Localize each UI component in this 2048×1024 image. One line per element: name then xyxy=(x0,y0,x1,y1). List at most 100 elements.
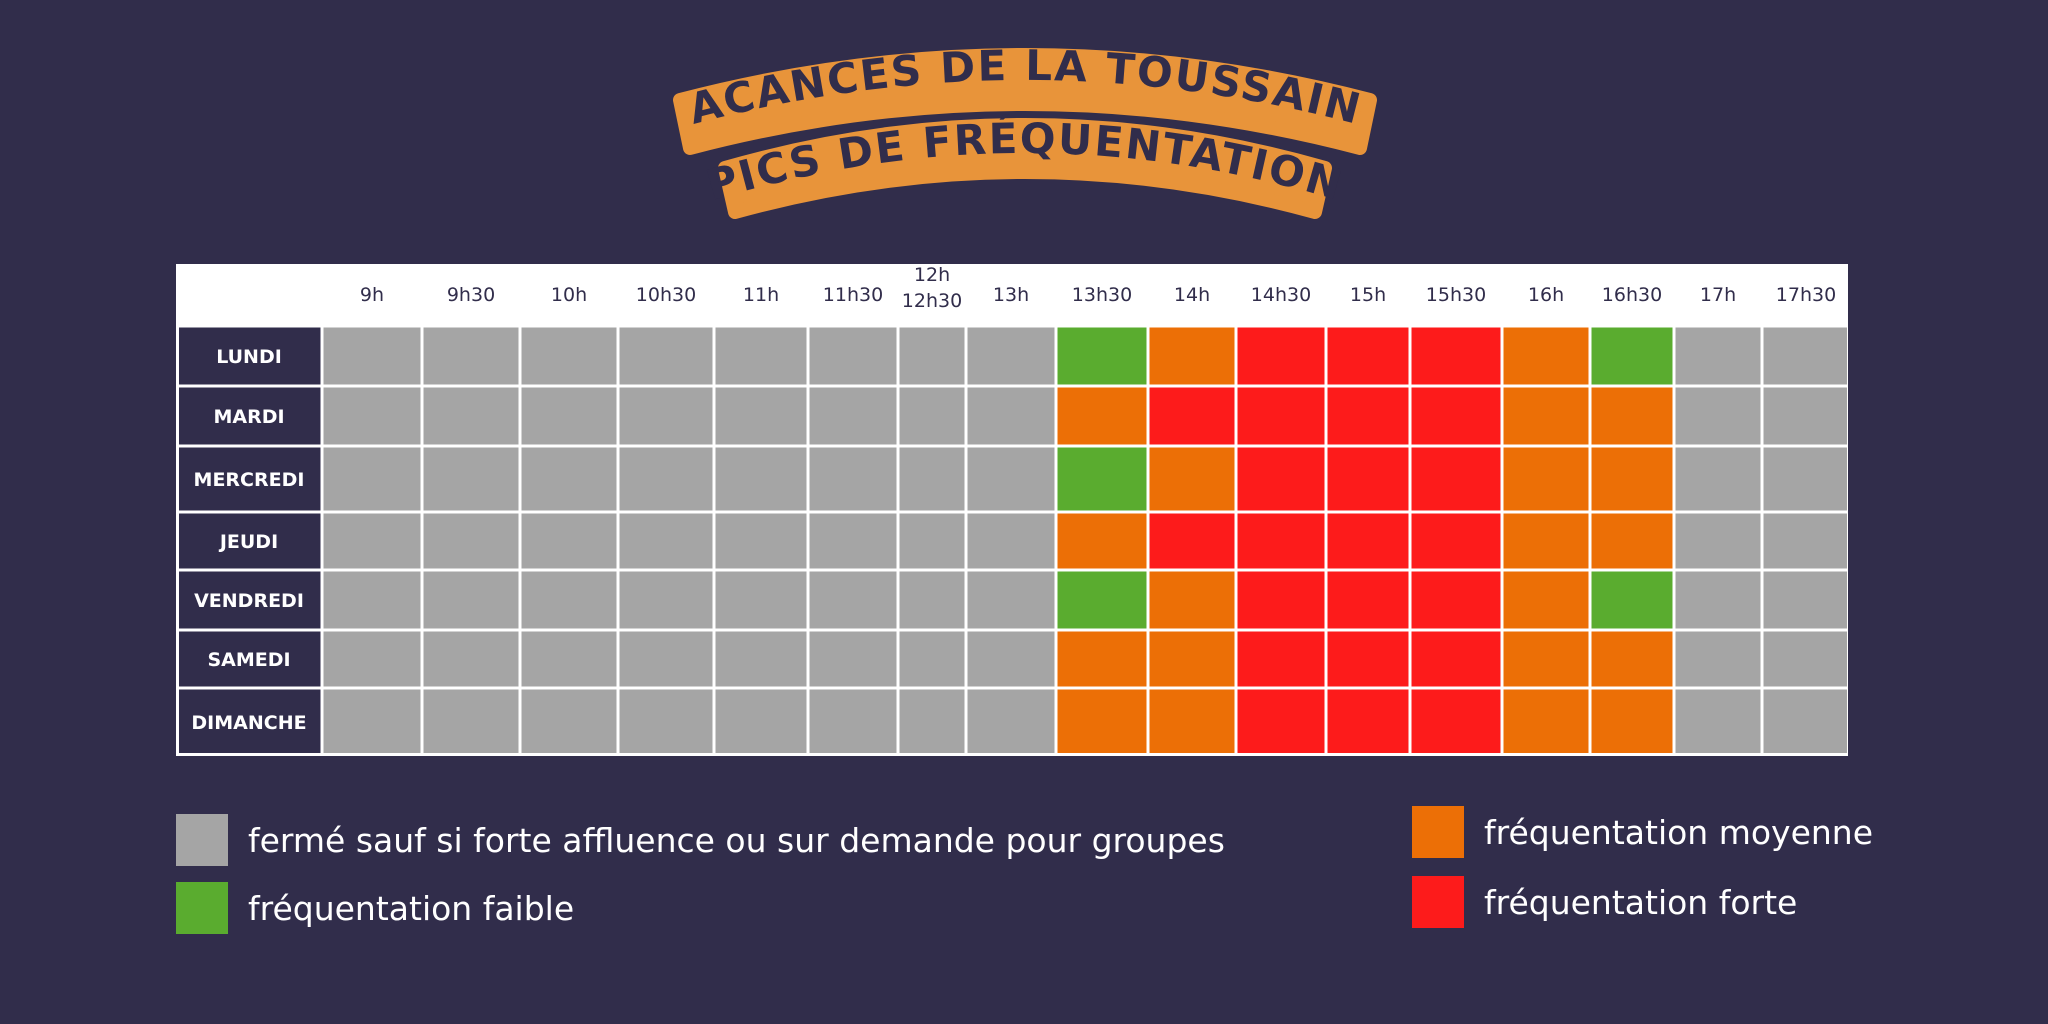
column-header: 16h xyxy=(1528,284,1564,306)
heatmap-cell xyxy=(714,512,808,570)
legend-item-closed: fermé sauf si forte affluence ou sur dem… xyxy=(176,814,1225,866)
header-row xyxy=(176,264,1848,326)
heatmap-cell xyxy=(618,512,714,570)
heatmap-cell xyxy=(618,386,714,446)
day-label-cell xyxy=(176,512,322,570)
day-label: MERCREDI xyxy=(194,469,305,491)
heatmap-cell xyxy=(966,446,1056,512)
heatmap-cell xyxy=(520,386,618,446)
heatmap-cell xyxy=(618,688,714,756)
heatmap-cell xyxy=(322,630,422,688)
column-header: 17h xyxy=(1700,284,1736,306)
heatmap-cell xyxy=(1410,386,1502,446)
heatmap-cell xyxy=(322,446,422,512)
heatmap-cell xyxy=(1410,570,1502,630)
heatmap-cell xyxy=(1056,688,1148,756)
heatmap-cell xyxy=(1590,688,1674,756)
heatmap-cell xyxy=(618,326,714,386)
legend-label-faible: fréquentation faible xyxy=(248,888,575,928)
heatmap-cell xyxy=(1410,512,1502,570)
column-header: 13h30 xyxy=(1072,284,1132,306)
heatmap-cell xyxy=(1762,326,1848,386)
heatmap-cell xyxy=(898,326,966,386)
heatmap-cell xyxy=(808,570,898,630)
heatmap-cell xyxy=(1410,326,1502,386)
heatmap-cell xyxy=(1056,386,1148,446)
heatmap-cell xyxy=(520,512,618,570)
heatmap-cell xyxy=(1762,446,1848,512)
heatmap-cell xyxy=(1236,326,1326,386)
heatmap-cell xyxy=(1056,630,1148,688)
heatmap-cell xyxy=(1762,688,1848,756)
heatmap-cell xyxy=(808,446,898,512)
day-label: JEUDI xyxy=(218,531,278,553)
heatmap-cell xyxy=(1326,570,1410,630)
heatmap-cell xyxy=(1148,570,1236,630)
heatmap-cell xyxy=(714,688,808,756)
heatmap-cell xyxy=(1236,446,1326,512)
day-label-cell xyxy=(176,630,322,688)
day-label: VENDREDI xyxy=(194,590,304,612)
heatmap-cell xyxy=(618,446,714,512)
day-label-cell xyxy=(176,386,322,446)
heatmap-cell xyxy=(322,570,422,630)
heatmap-cell xyxy=(714,630,808,688)
heatmap-cell xyxy=(808,688,898,756)
heatmap-cell xyxy=(1056,512,1148,570)
legend-swatch-forte xyxy=(1412,876,1464,928)
heatmap-cell xyxy=(520,630,618,688)
attendance-heatmap: 9h 9h30 10h 10h30 11h 11h30 12h 12h30 13h 13h30 14… xyxy=(176,264,1848,756)
day-label-cell xyxy=(176,570,322,630)
legend-swatch-closed xyxy=(176,814,228,866)
heatmap-cell xyxy=(1674,446,1762,512)
heatmap-cell xyxy=(422,570,520,630)
heatmap-cell xyxy=(1762,512,1848,570)
heatmap-cell xyxy=(422,688,520,756)
legend-label-closed: fermé sauf si forte affluence ou sur dem… xyxy=(248,820,1225,860)
heatmap-cell xyxy=(1056,446,1148,512)
heatmap-cell xyxy=(1326,630,1410,688)
heatmap-cell xyxy=(322,386,422,446)
title-banner-bottom-band xyxy=(718,118,1332,219)
heatmap-cell xyxy=(1590,386,1674,446)
heatmap-cell xyxy=(714,326,808,386)
heatmap-cell xyxy=(322,512,422,570)
heatmap-cell xyxy=(1410,446,1502,512)
heatmap-cell xyxy=(1674,386,1762,446)
heatmap-cell xyxy=(1410,630,1502,688)
legend-item-moyenne: fréquentation moyenne xyxy=(1412,806,1873,858)
heatmap-cell xyxy=(808,630,898,688)
heatmap-cell xyxy=(966,512,1056,570)
day-label-cell xyxy=(176,326,322,386)
day-label: LUNDI xyxy=(216,346,282,368)
day-label: SAMEDI xyxy=(207,649,290,671)
heatmap-cell xyxy=(520,326,618,386)
column-header: 16h30 xyxy=(1602,284,1662,306)
heatmap-cell xyxy=(1674,570,1762,630)
column-header: 11h xyxy=(743,284,779,306)
heatmap-cell xyxy=(1326,386,1410,446)
heatmap-cell xyxy=(1148,688,1236,756)
heatmap-cell xyxy=(1236,688,1326,756)
heatmap-cell xyxy=(1236,386,1326,446)
heatmap-cell xyxy=(1056,570,1148,630)
heatmap-cell xyxy=(1148,630,1236,688)
column-header: 14h30 xyxy=(1251,284,1311,306)
heatmap-cell xyxy=(520,688,618,756)
column-header: 9h30 xyxy=(447,284,495,306)
grid-border xyxy=(176,264,1848,756)
heatmap-cell xyxy=(1590,630,1674,688)
heatmap-cell xyxy=(966,688,1056,756)
heatmap-cell xyxy=(1762,570,1848,630)
legend-swatch-moyenne xyxy=(1412,806,1464,858)
heatmap-cell xyxy=(1326,512,1410,570)
day-label-cell xyxy=(176,446,322,512)
heatmap-cell xyxy=(422,630,520,688)
legend-swatch-faible xyxy=(176,882,228,934)
heatmap-cell xyxy=(1502,630,1590,688)
heatmap-cell xyxy=(618,630,714,688)
heatmap-cell xyxy=(966,570,1056,630)
heatmap-cell xyxy=(1674,630,1762,688)
heatmap-cell xyxy=(808,326,898,386)
column-header: 17h30 xyxy=(1776,284,1836,306)
